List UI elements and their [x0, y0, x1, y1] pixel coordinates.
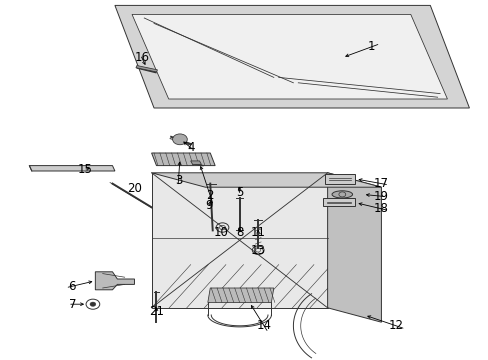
Text: 1: 1: [367, 40, 375, 53]
Text: 10: 10: [214, 226, 228, 239]
Text: 14: 14: [256, 319, 271, 332]
Polygon shape: [115, 5, 468, 108]
Bar: [325, 174, 354, 184]
Text: 9: 9: [205, 199, 213, 212]
Polygon shape: [151, 173, 327, 308]
Text: 13: 13: [250, 244, 265, 257]
Text: 18: 18: [373, 202, 388, 215]
Text: 7: 7: [68, 298, 76, 311]
Text: 5: 5: [235, 186, 243, 199]
Polygon shape: [95, 272, 134, 290]
Polygon shape: [327, 173, 381, 322]
Text: 8: 8: [235, 226, 243, 239]
Text: 3: 3: [174, 174, 182, 186]
Polygon shape: [29, 166, 115, 171]
Polygon shape: [190, 161, 201, 165]
Polygon shape: [136, 66, 157, 72]
Text: 19: 19: [373, 190, 388, 203]
Polygon shape: [151, 153, 215, 166]
Bar: [322, 198, 354, 206]
Text: 17: 17: [373, 177, 388, 190]
Text: 15: 15: [78, 163, 93, 176]
Text: 6: 6: [68, 280, 76, 293]
Polygon shape: [207, 288, 273, 302]
Text: 20: 20: [127, 183, 142, 195]
Text: 21: 21: [149, 305, 163, 318]
Circle shape: [172, 134, 187, 145]
Text: 11: 11: [250, 226, 265, 239]
Ellipse shape: [331, 191, 352, 198]
Polygon shape: [132, 14, 447, 99]
Text: 16: 16: [134, 51, 149, 64]
Text: 2: 2: [206, 189, 214, 202]
Polygon shape: [151, 173, 381, 187]
Text: 12: 12: [388, 319, 403, 332]
Text: 4: 4: [186, 141, 194, 154]
Circle shape: [90, 302, 96, 306]
